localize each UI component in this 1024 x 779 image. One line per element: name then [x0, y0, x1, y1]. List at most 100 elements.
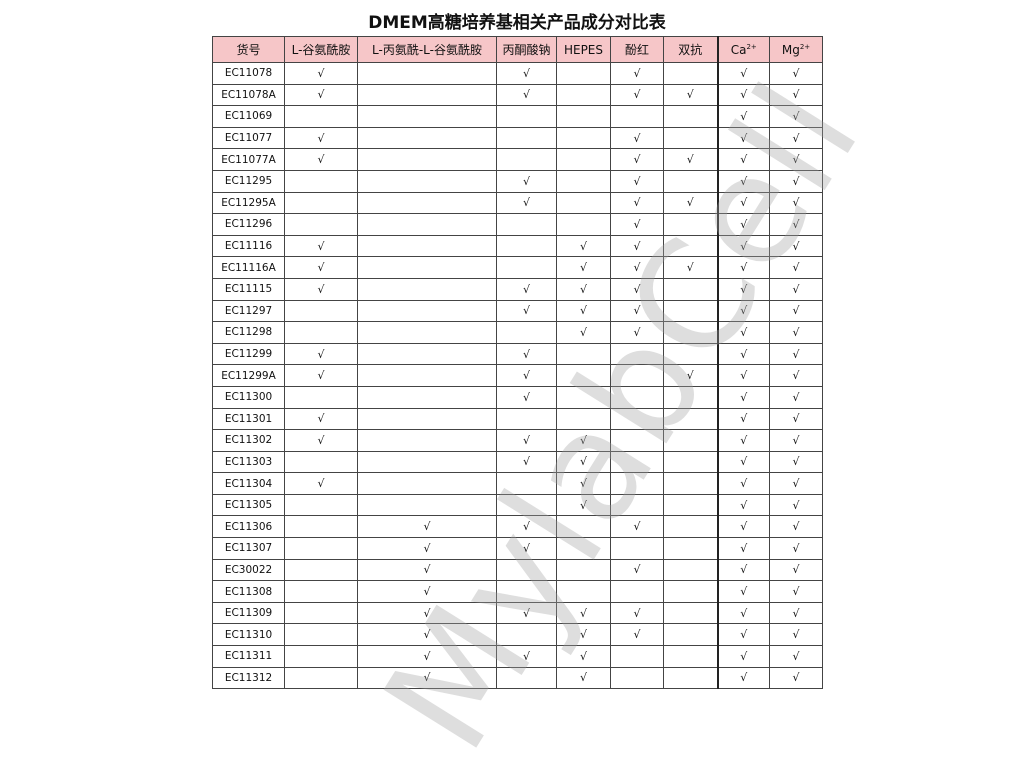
product-code-cell: EC11310	[212, 623, 285, 647]
check-mark-cell: √	[556, 299, 611, 323]
empty-cell	[556, 191, 611, 215]
empty-cell	[663, 321, 718, 344]
empty-cell	[663, 601, 718, 625]
check-mark-cell: √	[769, 364, 823, 387]
check-mark-cell: √	[556, 321, 611, 344]
table-row: EC11077A √ √ √ √ √	[212, 148, 823, 171]
empty-cell	[357, 493, 497, 517]
empty-cell	[357, 213, 497, 236]
check-mark-cell: √	[556, 472, 611, 495]
empty-cell	[610, 645, 664, 668]
product-code-cell: EC11302	[212, 429, 285, 452]
empty-cell	[663, 385, 718, 409]
product-code-cell: EC11295	[212, 169, 285, 193]
empty-cell	[357, 385, 497, 409]
check-mark-cell: √	[610, 601, 664, 625]
check-mark-cell: √	[284, 256, 358, 279]
check-mark-cell: √	[716, 558, 770, 582]
empty-cell	[357, 429, 497, 452]
check-mark-cell: √	[716, 169, 770, 193]
column-header-label: Mg	[781, 42, 800, 57]
check-mark-cell: √	[716, 148, 770, 171]
empty-cell	[663, 623, 718, 647]
column-header-label: Ca	[730, 42, 747, 57]
product-code-cell: EC11077A	[212, 148, 285, 171]
check-mark-cell: √	[769, 515, 823, 539]
empty-cell	[284, 299, 358, 323]
check-mark-cell: √	[496, 385, 557, 409]
empty-cell	[357, 256, 497, 279]
check-mark-cell: √	[769, 126, 823, 150]
empty-cell	[357, 364, 497, 387]
empty-cell	[496, 126, 557, 150]
check-mark-cell: √	[556, 601, 611, 625]
empty-cell	[357, 234, 497, 258]
empty-cell	[610, 493, 664, 517]
empty-cell	[496, 472, 557, 495]
empty-cell	[663, 342, 718, 366]
empty-cell	[357, 321, 497, 344]
check-mark-cell: √	[610, 62, 664, 85]
column-header: 酚红	[610, 36, 664, 63]
check-mark-cell: √	[769, 148, 823, 171]
empty-cell	[357, 299, 497, 323]
check-mark-cell: √	[716, 515, 770, 539]
table-row: EC11077 √ √ √ √	[212, 126, 823, 150]
empty-cell	[610, 364, 664, 387]
check-mark-cell: √	[610, 256, 664, 279]
table-row: EC11309 √ √ √ √ √ √	[212, 601, 823, 625]
table-row: EC11299 √ √ √ √	[212, 342, 823, 366]
empty-cell	[357, 83, 497, 107]
check-mark-cell: √	[556, 234, 611, 258]
column-header: L-丙氨酰-L-谷氨酰胺	[357, 36, 497, 63]
check-mark-cell: √	[556, 256, 611, 279]
check-mark-cell: √	[610, 558, 664, 582]
check-mark-cell: √	[663, 191, 718, 215]
check-mark-cell: √	[769, 213, 823, 236]
check-mark-cell: √	[496, 450, 557, 474]
check-mark-cell: √	[769, 450, 823, 474]
column-header-superscript: 2+	[746, 42, 757, 51]
check-mark-cell: √	[357, 580, 497, 603]
check-mark-cell: √	[769, 191, 823, 215]
check-mark-cell: √	[769, 580, 823, 603]
empty-cell	[284, 191, 358, 215]
empty-cell	[284, 623, 358, 647]
check-mark-cell: √	[284, 277, 358, 301]
empty-cell	[496, 148, 557, 171]
check-mark-cell: √	[769, 666, 823, 690]
empty-cell	[663, 450, 718, 474]
empty-cell	[556, 364, 611, 387]
check-mark-cell: √	[556, 429, 611, 452]
empty-cell	[556, 105, 611, 128]
empty-cell	[663, 666, 718, 690]
check-mark-cell: √	[284, 126, 358, 150]
table-row: EC11078A √ √ √ √ √ √	[212, 83, 823, 107]
check-mark-cell: √	[357, 537, 497, 560]
column-header: 货号	[212, 36, 285, 63]
empty-cell	[663, 126, 718, 150]
check-mark-cell: √	[716, 364, 770, 387]
table-row: EC11301 √ √ √	[212, 407, 823, 431]
column-header: L-谷氨酰胺	[284, 36, 358, 63]
check-mark-cell: √	[610, 83, 664, 107]
empty-cell	[663, 213, 718, 236]
empty-cell	[556, 558, 611, 582]
check-mark-cell: √	[556, 623, 611, 647]
check-mark-cell: √	[496, 191, 557, 215]
check-mark-cell: √	[716, 407, 770, 431]
check-mark-cell: √	[496, 83, 557, 107]
empty-cell	[496, 321, 557, 344]
table-row: EC11306 √ √ √ √ √	[212, 515, 823, 539]
empty-cell	[610, 472, 664, 495]
check-mark-cell: √	[610, 126, 664, 150]
product-code-cell: EC11295A	[212, 191, 285, 215]
empty-cell	[556, 83, 611, 107]
check-mark-cell: √	[769, 83, 823, 107]
check-mark-cell: √	[284, 342, 358, 366]
empty-cell	[556, 537, 611, 560]
product-code-cell: EC11078A	[212, 83, 285, 107]
table-row: EC11115 √ √ √ √ √ √	[212, 277, 823, 301]
product-code-cell: EC11305	[212, 493, 285, 517]
empty-cell	[357, 148, 497, 171]
